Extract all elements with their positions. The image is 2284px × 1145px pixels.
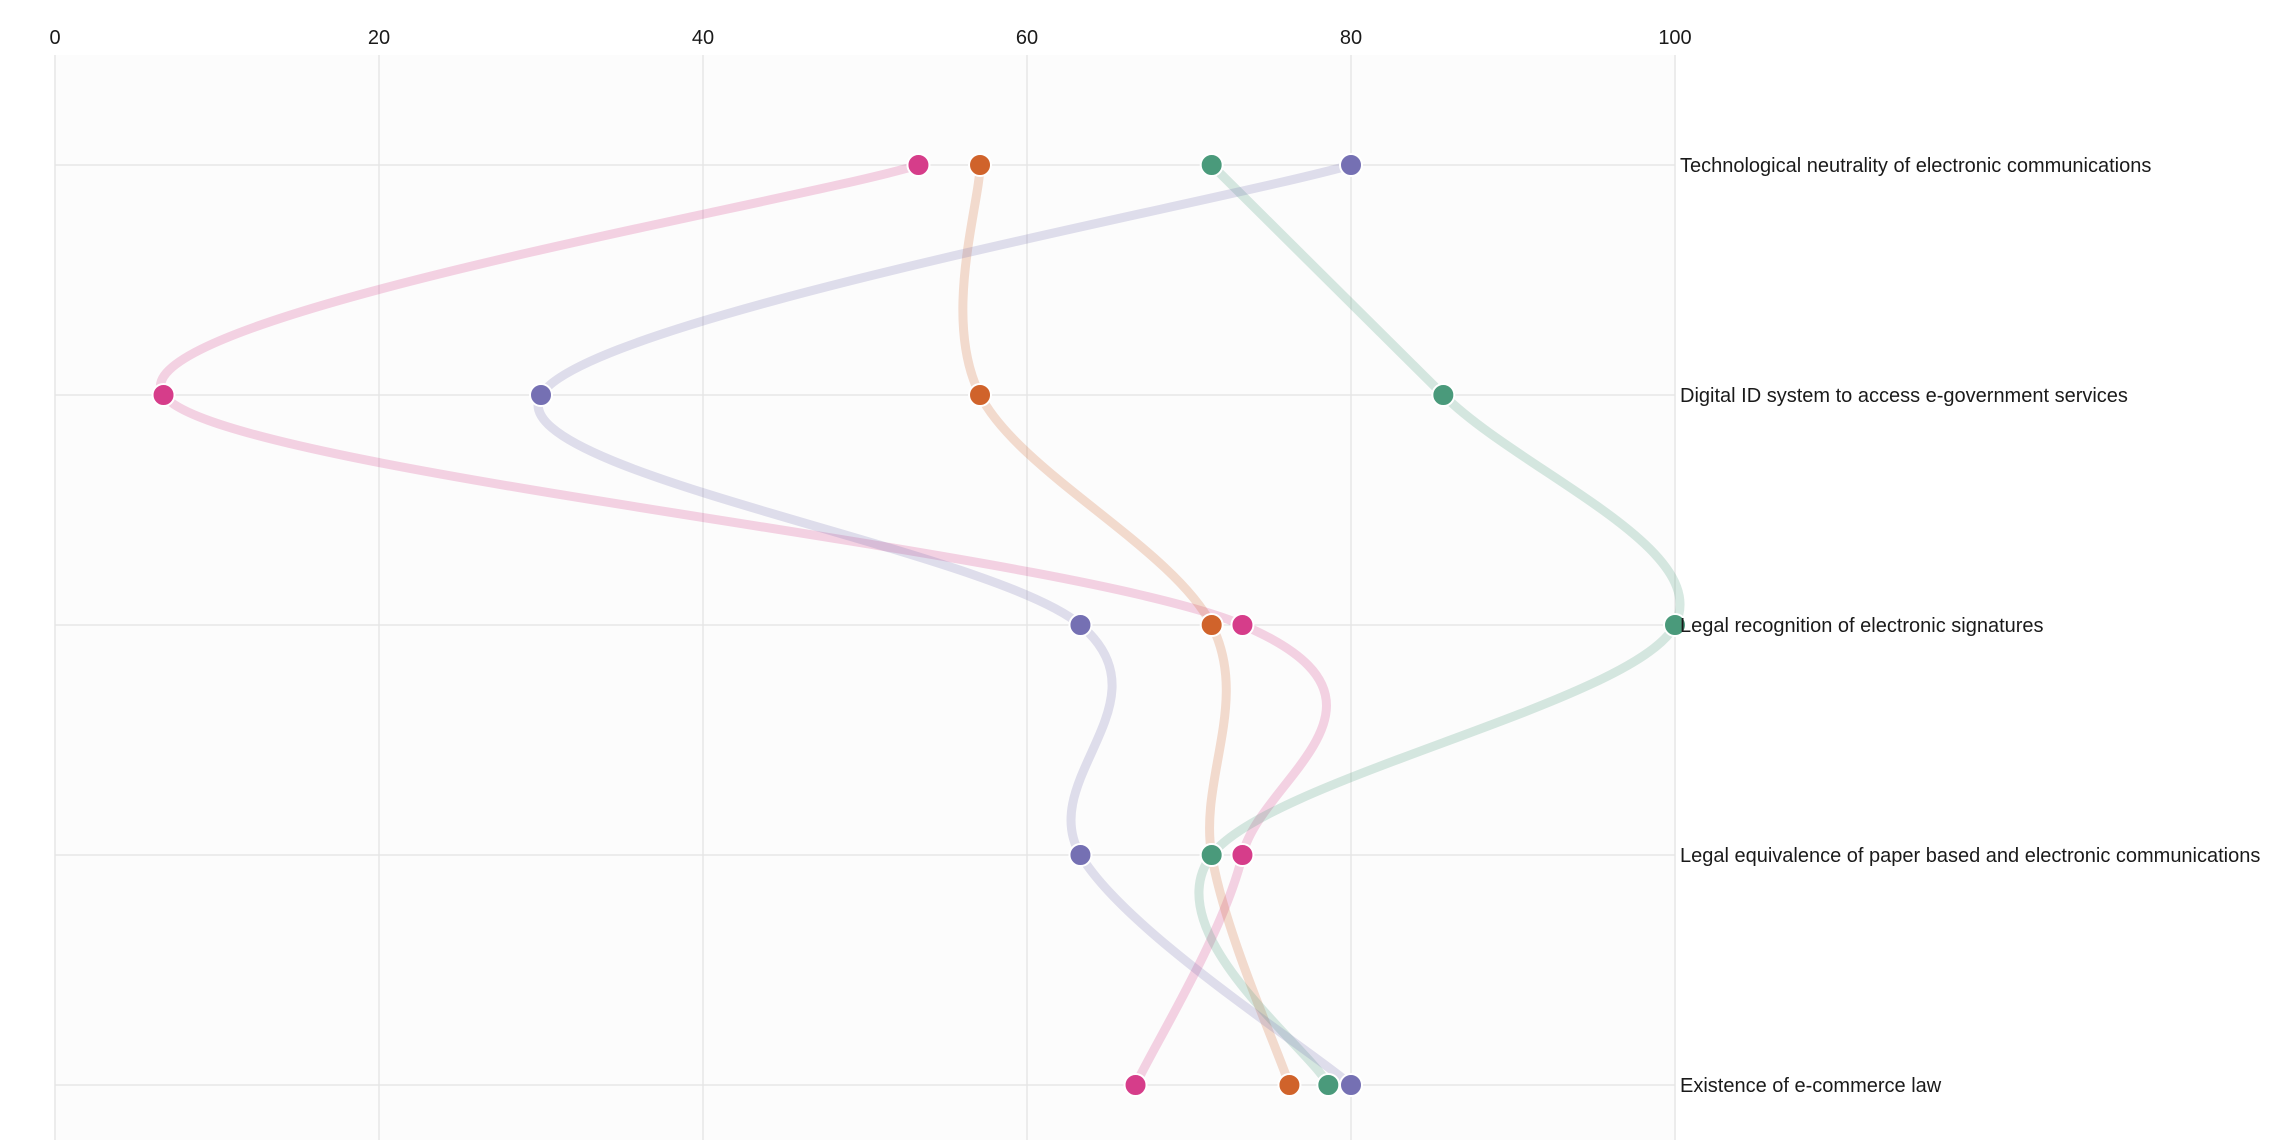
x-axis-ticks: 0 20 40 60 80 100 — [49, 27, 1691, 49]
category-label: Digital ID system to access e-government… — [1680, 385, 2128, 407]
x-tick-label: 0 — [49, 27, 60, 49]
series-line-4 — [533, 160, 1356, 1090]
data-point[interactable] — [1199, 843, 1224, 867]
category-label: Technological neutrality of electronic c… — [1680, 155, 2151, 177]
plot-background — [55, 55, 1675, 1140]
series-points — [151, 153, 1687, 1097]
grid-layer — [54, 55, 1676, 1140]
data-point[interactable] — [1068, 613, 1093, 637]
data-point[interactable] — [1431, 383, 1456, 407]
category-label: Legal recognition of electronic signatur… — [1680, 615, 2044, 637]
data-point[interactable] — [906, 153, 931, 177]
data-point[interactable] — [1068, 843, 1093, 867]
data-point[interactable] — [968, 383, 993, 407]
data-point[interactable] — [1339, 153, 1363, 177]
data-point[interactable] — [1339, 1073, 1363, 1097]
x-tick-label: 20 — [368, 27, 390, 49]
data-point[interactable] — [1199, 153, 1224, 177]
data-point[interactable] — [1123, 1073, 1148, 1097]
category-labels: Technological neutrality of electronic c… — [1680, 155, 2260, 1097]
category-label: Existence of e-commerce law — [1680, 1075, 1942, 1097]
data-point[interactable] — [529, 383, 553, 407]
data-point[interactable] — [968, 153, 993, 177]
data-point[interactable] — [1316, 1073, 1341, 1097]
x-tick-label: 40 — [692, 27, 714, 49]
data-point[interactable] — [1663, 613, 1687, 637]
x-tick-label: 60 — [1016, 27, 1038, 49]
x-tick-label: 100 — [1658, 27, 1691, 49]
data-point[interactable] — [1230, 613, 1255, 637]
category-label: Legal equivalence of paper based and ele… — [1680, 845, 2260, 867]
data-point[interactable] — [1199, 613, 1224, 637]
x-tick-label: 80 — [1340, 27, 1362, 49]
data-point[interactable] — [1230, 843, 1255, 867]
data-point[interactable] — [151, 383, 176, 407]
data-point[interactable] — [1277, 1073, 1302, 1097]
